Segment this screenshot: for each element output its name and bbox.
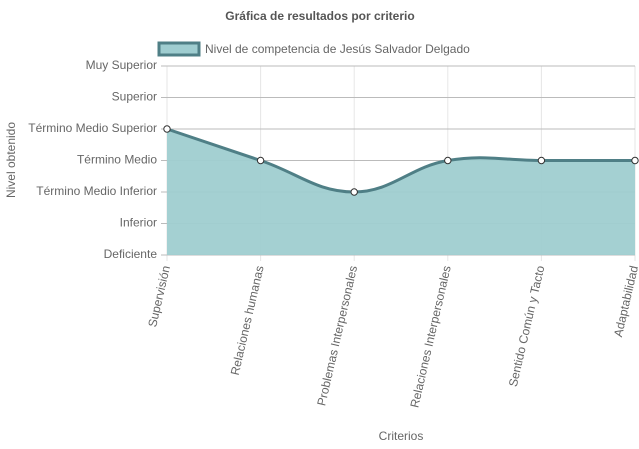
point — [350, 188, 358, 196]
legend-label: Nivel de competencia de Jesús Salvador D… — [205, 42, 470, 56]
y-tick-label: Muy Superior — [86, 58, 157, 72]
x-tick-label: Adaptabilidad — [611, 264, 639, 338]
x-axis-label: Criterios — [379, 429, 424, 443]
chart-title: Gráfica de resultados por criterio — [225, 9, 414, 23]
point — [444, 156, 452, 165]
legend-swatch — [157, 41, 201, 57]
line — [166, 127, 635, 194]
y-tick-label: Término Medio — [77, 153, 157, 167]
x-tick-label: Sentido Común y Tacto — [506, 264, 548, 388]
x-tick-label: Relaciones Interpersonales — [407, 264, 453, 409]
y-tick-label: Deficiente — [104, 247, 158, 261]
x-tick-label: Relaciones humanas — [228, 264, 267, 376]
point — [163, 125, 171, 133]
area — [167, 129, 635, 255]
y-axis-label: Nivel obtenido — [4, 122, 18, 198]
y-tick-label: Superior — [112, 90, 157, 104]
point — [256, 156, 265, 165]
y-tick-label: Término Medio Inferior — [36, 184, 157, 198]
point — [537, 156, 546, 165]
x-tick-label: Problemas Interpersonales — [314, 264, 360, 407]
point — [631, 156, 639, 165]
x-tick-label: Supervisión — [145, 264, 173, 328]
y-tick-label: Inferior — [120, 216, 157, 230]
y-tick-label: Término Medio Superior — [28, 121, 157, 135]
